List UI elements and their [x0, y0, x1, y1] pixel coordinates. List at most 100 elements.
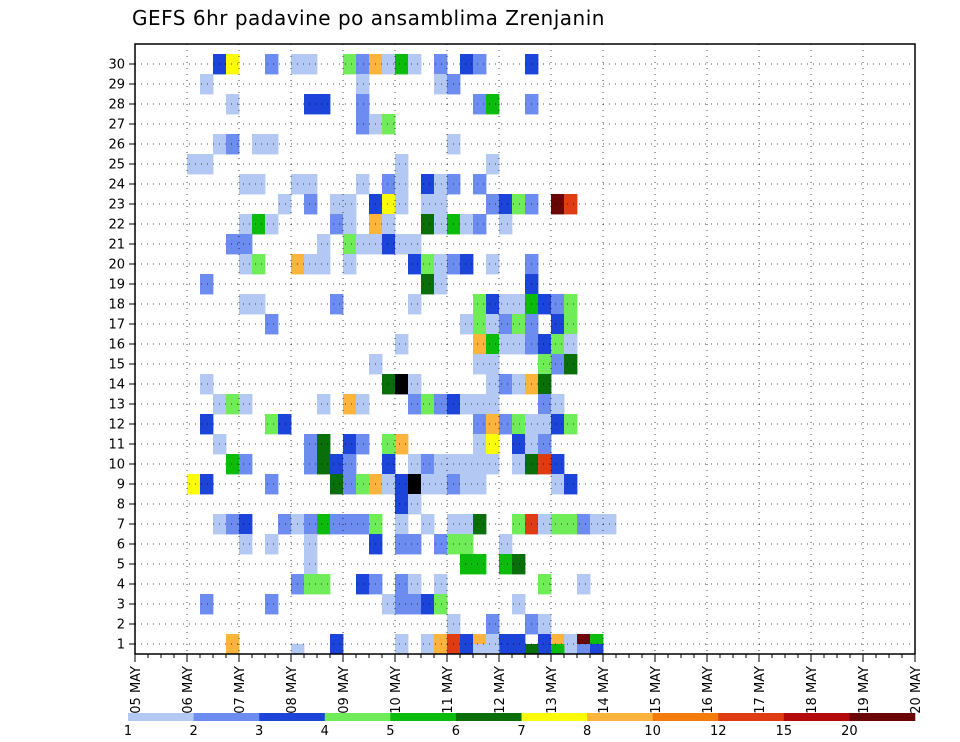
x-tick-label: 10 MAY: [389, 666, 404, 714]
heatmap-cell: [395, 434, 409, 455]
y-tick-label: 19: [108, 278, 125, 293]
heatmap-cell: [291, 644, 305, 655]
heatmap-cell: [304, 174, 318, 195]
heatmap-cell: [421, 174, 435, 195]
heatmap-cell: [564, 414, 578, 435]
heatmap-cell: [538, 374, 552, 395]
heatmap-cell: [304, 454, 318, 475]
heatmap-cell: [499, 214, 513, 235]
y-tick-label: 3: [117, 598, 125, 613]
heatmap-cell: [486, 644, 500, 655]
heatmap-cell: [486, 254, 500, 275]
heatmap-cell: [590, 644, 604, 655]
heatmap-cell: [421, 474, 435, 495]
heatmap-cell: [278, 194, 292, 215]
heatmap-cell: [356, 434, 370, 455]
heatmap-cell: [512, 374, 526, 395]
heatmap-cell: [499, 634, 513, 655]
heatmap-cell: [317, 254, 331, 275]
colorbar-segment: [324, 713, 391, 721]
heatmap-cell: [382, 214, 396, 235]
heatmap-cell: [343, 54, 357, 75]
heatmap-cell: [564, 354, 578, 375]
heatmap-cell: [239, 454, 253, 475]
heatmap-cell: [499, 554, 513, 575]
heatmap-cell: [408, 254, 422, 275]
heatmap-cell: [317, 514, 331, 535]
heatmap-cell: [512, 334, 526, 355]
heatmap-cell: [265, 414, 279, 435]
heatmap-cell: [512, 554, 526, 575]
heatmap-cell: [421, 594, 435, 615]
heatmap-cell: [486, 454, 500, 475]
x-tick-label: 06 MAY: [181, 666, 196, 714]
heatmap-cell: [577, 514, 591, 535]
heatmap-cell: [252, 174, 266, 195]
heatmap-cell: [265, 314, 279, 335]
heatmap-cell: [512, 634, 526, 655]
heatmap-cell: [239, 534, 253, 555]
heatmap-cell: [304, 434, 318, 455]
y-tick-label: 15: [108, 358, 125, 373]
x-tick-label: 11 MAY: [441, 666, 456, 714]
heatmap-cell: [278, 414, 292, 435]
heatmap-cell: [434, 474, 448, 495]
heatmap-cell: [278, 514, 292, 535]
heatmap-cell: [317, 434, 331, 455]
heatmap-cell: [577, 644, 591, 655]
heatmap-cell: [382, 54, 396, 75]
heatmap-cell: [551, 414, 565, 435]
heatmap-cell: [473, 354, 487, 375]
heatmap-cell: [499, 374, 513, 395]
heatmap-cell: [382, 474, 396, 495]
x-tick-label: 14 MAY: [597, 666, 612, 714]
heatmap-cell: [330, 454, 344, 475]
heatmap-cell: [434, 194, 448, 215]
colorbar-label: 10: [644, 724, 661, 739]
heatmap-cell: [512, 434, 526, 455]
heatmap-cell: [408, 574, 422, 595]
colorbar-segment: [849, 713, 916, 721]
heatmap-cell: [226, 54, 240, 75]
colorbar-segment: [652, 713, 719, 721]
heatmap-cell: [551, 334, 565, 355]
heatmap-cell: [499, 314, 513, 335]
x-tick-label: 07 MAY: [233, 666, 248, 714]
heatmap-cell: [486, 614, 500, 635]
heatmap-cell: [460, 394, 474, 415]
heatmap-cell: [473, 314, 487, 335]
heatmap-cell: [395, 474, 409, 495]
heatmap-cell: [343, 214, 357, 235]
heatmap-cell: [252, 254, 266, 275]
colorbar-label: 5: [386, 724, 394, 739]
heatmap-cell: [265, 474, 279, 495]
colorbar: 1 2 3 4 5 6 7 8 10 12 15 20: [124, 713, 916, 739]
x-tick-label: 16 MAY: [701, 666, 716, 714]
heatmap-cell: [434, 174, 448, 195]
heatmap-cell: [395, 154, 409, 175]
colorbar-segment: [259, 713, 326, 721]
heatmap-cell: [564, 634, 578, 655]
y-tick-label: 11: [108, 438, 125, 453]
heatmap-cell: [265, 534, 279, 555]
colorbar-label: 20: [841, 724, 858, 739]
heatmap-cell: [408, 534, 422, 555]
x-tick-label: 17 MAY: [753, 666, 768, 714]
heatmap-cell: [408, 234, 422, 255]
heatmap-cell: [538, 574, 552, 595]
heatmap-cell: [356, 174, 370, 195]
heatmap-cell: [486, 334, 500, 355]
heatmap-cell: [356, 94, 370, 115]
heatmap-cell: [343, 514, 357, 535]
heatmap-cell: [356, 54, 370, 75]
x-tick-label: 19 MAY: [857, 666, 872, 714]
heatmap-cell: [551, 354, 565, 375]
heatmap-cell: [499, 414, 513, 435]
heatmap-cell: [239, 254, 253, 275]
heatmap-cell: [525, 644, 539, 655]
x-tick-label: 08 MAY: [285, 666, 300, 714]
heatmap-cell: [486, 414, 500, 435]
heatmap-cell: [473, 294, 487, 315]
heatmap-cell: [460, 534, 474, 555]
